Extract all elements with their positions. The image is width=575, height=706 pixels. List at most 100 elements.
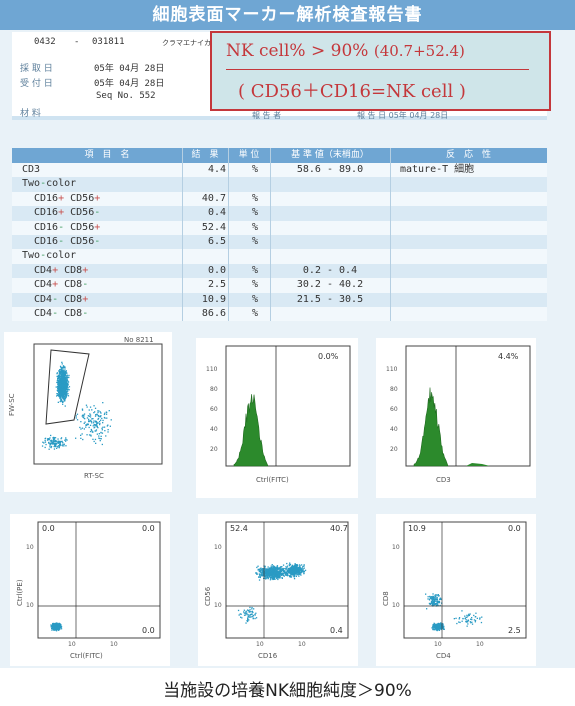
row-unit: % xyxy=(252,207,259,219)
receive-date: 05年 04月 28日 xyxy=(94,79,165,89)
histogram-svg xyxy=(225,345,351,467)
row-result: 52.4 xyxy=(201,221,226,233)
histogram-percent: 0.0% xyxy=(318,352,339,361)
row-unit: % xyxy=(252,279,259,291)
col-unit: 単 位 xyxy=(238,150,260,160)
dot-cluster xyxy=(453,610,483,627)
row-unit: % xyxy=(252,308,259,319)
dot-cluster xyxy=(431,622,445,632)
cd3-histogram: 4.4% CD3 110 80 60 40 20 xyxy=(376,338,536,498)
row-result: 86.6 xyxy=(201,308,226,319)
row-unit: % xyxy=(252,164,259,175)
histogram-y-tick: 60 xyxy=(210,406,218,413)
ctrl-dot-plot: 0.0 0.0 0.0 Ctrl(FITC) Ctrl(PE) 10 10 10 10 xyxy=(10,514,170,666)
dot-plot-x-label: Ctrl(FITC) xyxy=(70,652,103,660)
row-unit: % xyxy=(252,264,259,276)
quadrant-upper-left: 52.4 xyxy=(230,524,248,533)
plot-frame xyxy=(37,521,161,639)
x-tick-label: 10 xyxy=(298,641,306,648)
table-row: Two-color xyxy=(12,177,547,192)
nk-divider xyxy=(226,69,529,70)
histogram-tail xyxy=(466,463,490,466)
row-item-name: Two-color xyxy=(22,178,77,190)
material-label: 材 料 xyxy=(20,109,41,119)
plot-number-label: No 8211 xyxy=(124,336,154,344)
patient-name: クラマエナイカク xyxy=(162,39,218,47)
histogram-x-label: CD3 xyxy=(436,476,451,484)
report-title: 細胞表面マーカー解析検査報告書 xyxy=(0,0,575,30)
x-tick-label: 10 xyxy=(110,641,118,648)
dot-plot-x-label: CD16 xyxy=(258,652,278,660)
row-unit: % xyxy=(252,236,259,247)
quadrant-upper-right: 0.0 xyxy=(508,524,521,533)
dot-cluster xyxy=(425,593,443,610)
histogram-y-tick: 40 xyxy=(210,426,218,433)
row-item-name: CD4+ CD8+ xyxy=(34,264,89,276)
plot-frame xyxy=(225,521,349,639)
x-tick-label: 10 xyxy=(256,641,264,648)
receive-date-label: 受 付 日 xyxy=(20,79,53,89)
quadrant-upper-right: 0.0 xyxy=(142,524,155,533)
patient-id-left: 0432 xyxy=(34,37,56,47)
nk-line-1: NK cell% > 90% (40.7+52.4) xyxy=(226,41,465,61)
row-result: 0.0 xyxy=(207,264,226,276)
row-reference: 21.5 - 30.5 xyxy=(296,293,364,305)
row-item-name: CD16+ CD56+ xyxy=(34,192,101,204)
lymphocyte-gate xyxy=(45,349,90,425)
row-unit: % xyxy=(252,293,259,305)
row-result: 10.9 xyxy=(201,293,226,305)
row-item-name: CD4- CD8- xyxy=(34,308,89,319)
row-item-name: CD16+ CD56- xyxy=(34,207,101,219)
sequence-number: Seq No. 552 xyxy=(96,91,156,101)
plot-frame xyxy=(33,343,163,465)
quadrant-upper-right: 40.7 xyxy=(330,524,348,533)
row-result: 0.4 xyxy=(207,207,226,219)
dot-plot-y-label: Ctrl(PE) xyxy=(16,579,24,606)
dot-plot-y-label: CD56 xyxy=(204,586,212,606)
nk-percent-sum: (40.7+52.4) xyxy=(373,42,465,60)
scatter-x-label: RT-SC xyxy=(84,472,104,480)
histogram-y-tick: 20 xyxy=(390,446,398,453)
dot-plot-svg xyxy=(37,521,161,639)
dot-cluster xyxy=(237,606,258,624)
scatter-svg xyxy=(33,343,163,465)
histogram-y-tick-top: 110 xyxy=(206,366,218,373)
table-header: 項 目 名 結 果 単 位 基 準 値（末梢血） 反 応 性 xyxy=(12,148,547,163)
row-reference: 58.6 - 89.0 xyxy=(296,164,364,175)
table-column-divider xyxy=(390,148,391,322)
collect-date: 05年 04月 28日 xyxy=(94,64,165,74)
dot-plot-svg xyxy=(403,521,527,639)
y-tick-label: 10 xyxy=(214,602,222,609)
table-column-divider xyxy=(182,148,183,322)
histogram-y-tick: 80 xyxy=(390,386,398,393)
table-row: CD16- CD56+ 52.4% xyxy=(12,220,547,235)
histogram-y-tick-top: 110 xyxy=(386,366,398,373)
x-tick-label: 10 xyxy=(476,641,484,648)
ctrl-fitc-histogram: 0.0% Ctrl(FITC) 110 80 60 40 20 xyxy=(196,338,358,498)
histogram-percent: 4.4% xyxy=(498,352,519,361)
collect-date-label: 採 取 日 xyxy=(20,64,53,74)
col-reference: 基 準 値（末梢血） xyxy=(291,150,369,160)
patient-id-sep: - xyxy=(74,37,80,47)
table-row: CD3 4.4% 58.6 - 89.0 mature-T 細胞 xyxy=(12,163,547,178)
plot-frame xyxy=(225,345,351,467)
dot-cluster xyxy=(50,622,63,632)
table-column-divider xyxy=(228,148,229,322)
row-result: 4.4 xyxy=(207,164,226,175)
table-row: Two-color xyxy=(12,249,547,264)
table-row: CD4- CD8+ 10.9% 21.5 - 30.5 xyxy=(12,292,547,307)
fsc-ssc-scatter-plot: No 8211 FW-SC RT-SC xyxy=(4,332,172,492)
reporter-label: 報 告 者 xyxy=(252,111,282,120)
figure-caption: 当施設の培養NK細胞純度＞90% xyxy=(163,681,412,701)
dot-cluster xyxy=(55,361,71,407)
histogram-peak xyxy=(233,394,269,467)
quadrant-lower-right: 0.0 xyxy=(142,626,155,635)
table-row: CD16+ CD56- 0.4% xyxy=(12,206,547,221)
histogram-y-tick: 40 xyxy=(390,426,398,433)
histogram-y-tick: 20 xyxy=(210,446,218,453)
nk-percent-statement: NK cell% > 90% xyxy=(226,41,369,61)
x-tick-label: 10 xyxy=(434,641,442,648)
row-reactivity: mature-T 細胞 xyxy=(400,164,475,175)
y-tick-label: 10 xyxy=(392,544,400,551)
row-item-name: CD16- CD56+ xyxy=(34,221,101,233)
